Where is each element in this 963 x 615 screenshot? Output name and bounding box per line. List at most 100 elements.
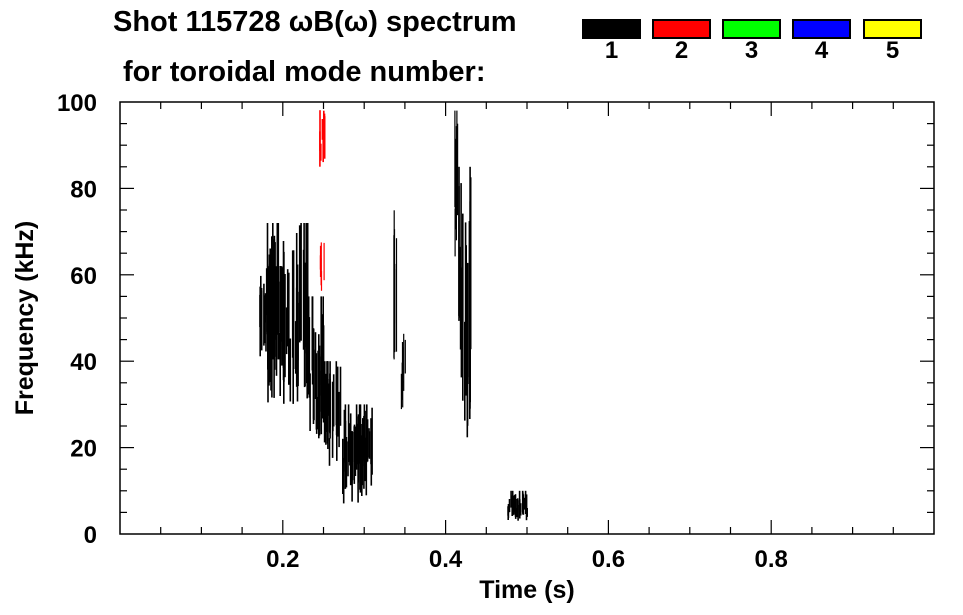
spectrum-streak-n1 [518,490,521,511]
legend-swatch-2 [652,19,711,39]
legend-swatch-1 [582,19,641,39]
y-tick-label: 40 [70,349,97,376]
spectrum-streak-n1 [510,490,512,508]
x-tick-label: 0.4 [429,546,463,573]
spectrum-streak-n1 [513,495,515,515]
spectrum-streak-n1 [324,393,327,443]
spectrum-streak-n1 [370,455,373,486]
spectrum-streak-n2 [320,143,322,161]
spectrum-streak-n1 [305,223,307,335]
spectrum-streak-n1 [400,373,402,410]
spectrum-streak-n1 [514,496,516,508]
spectrum-streak-n1 [294,321,297,374]
spectrum-streak-n1 [286,269,289,347]
spectrum-streak-n1 [464,321,466,421]
spectrum-streak-n1 [295,287,298,387]
spectrum-streak-n1 [292,276,294,404]
spectrum-streak-n1 [336,383,338,461]
spectrum-streak-n1 [351,431,353,502]
spectrum-streak-n1 [312,328,315,424]
spectrogram-marks [259,110,528,521]
spectrum-streak-n2 [320,257,322,286]
spectrum-streak-n1 [304,281,306,387]
spectrum-streak-n1 [524,501,527,514]
spectrum-streak-n1 [523,497,526,510]
y-tick-label: 0 [84,522,97,549]
spectrum-streak-n1 [403,333,405,391]
spectrum-streak-n1 [298,225,301,343]
spectrum-streak-n1 [362,418,364,461]
spectrum-streak-n1 [395,238,398,352]
y-axis-title: Frequency (kHz) [11,221,39,415]
spectrum-streak-n1 [328,383,331,416]
chart-title-line2: for toroidal mode number: [123,56,486,88]
spectrum-streak-n1 [285,307,288,355]
spectrum-streak-n1 [317,350,319,430]
legend-swatch-3 [722,19,781,39]
spectrum-streak-n1 [308,317,311,398]
spectrum-streak-n1 [355,404,358,470]
chart-title-line1: Shot 115728 ωB(ω) spectrum [113,6,517,38]
legend-swatch-4 [792,19,851,39]
spectrum-streak-n1 [289,338,292,402]
spectrum-streak-n1 [273,239,276,345]
spectrum-streak-n1 [302,249,305,350]
plot-frame [119,101,935,535]
spectrum-streak-n1 [343,409,346,461]
spectrum-streak-n1 [394,263,396,352]
spectrum-streak-n1 [318,345,321,436]
spectrum-streak-n1 [469,166,471,338]
spectrum-streak-n1 [404,339,406,374]
legend-label-2: 2 [674,37,689,64]
spectrum-streak-n1 [271,236,273,330]
spectrum-streak-n1 [370,418,372,465]
spectrum-streak-n1 [332,374,335,427]
spectrum-streak-n1 [263,295,266,344]
spectrum-streak-n1 [517,504,519,521]
spectrum-streak-n1 [454,110,456,208]
spectrum-streak-n2 [323,242,325,281]
y-tick-label: 60 [70,263,97,290]
spectrum-streak-n1 [266,223,269,335]
spectrum-streak-n2 [319,131,321,167]
spectrum-streak-n1 [336,366,339,437]
spectrum-streak-n1 [462,213,464,401]
spectrum-streak-n1 [460,183,462,331]
spectrum-streak-n1 [327,411,329,441]
spectrum-streak-n1 [259,286,261,357]
spectrum-streak-n1 [365,461,368,496]
spectrum-streak-n1 [508,499,511,512]
spectrum-streak-n1 [402,347,404,383]
spectrum-streak-n1 [309,373,311,431]
spectrum-streak-n1 [277,223,280,343]
axis-ticks [120,102,934,534]
spectrum-streak-n1 [342,438,344,494]
spectrum-streak-n1 [282,288,284,361]
spectrum-streak-n1 [275,324,278,376]
x-tick-label: 0.2 [266,546,299,573]
spectrum-streak-n2 [319,255,321,270]
legend-label-5: 5 [885,37,900,64]
spectrum-streak-n1 [512,504,514,516]
spectrum-streak-n1 [344,454,347,489]
spectrum-streak-n1 [360,424,362,461]
spectrum-streak-n1 [311,296,314,385]
spectrum-streak-n1 [306,223,309,315]
spectrum-streak-n1 [347,404,350,462]
spectrum-streak-n1 [524,490,527,507]
spectrum-streak-n2 [322,131,324,163]
spectrum-streak-n1 [322,325,325,423]
spectrum-streak-n1 [514,508,517,519]
spectrum-streak-n1 [371,407,373,475]
spectrum-streak-n1 [288,272,290,385]
spectrum-streak-n1 [338,391,340,448]
spectrum-streak-n1 [300,223,302,341]
spectrum-streak-n1 [457,123,459,216]
y-tick-label: 80 [70,176,97,203]
spectrum-streak-n1 [279,301,282,349]
spectrum-streak-n1 [361,435,363,474]
spectrum-streak-n2 [319,110,321,151]
spectrum-streak-n1 [466,320,469,438]
spectrum-streak-n1 [275,288,278,335]
x-axis-title: Time (s) [479,576,574,604]
